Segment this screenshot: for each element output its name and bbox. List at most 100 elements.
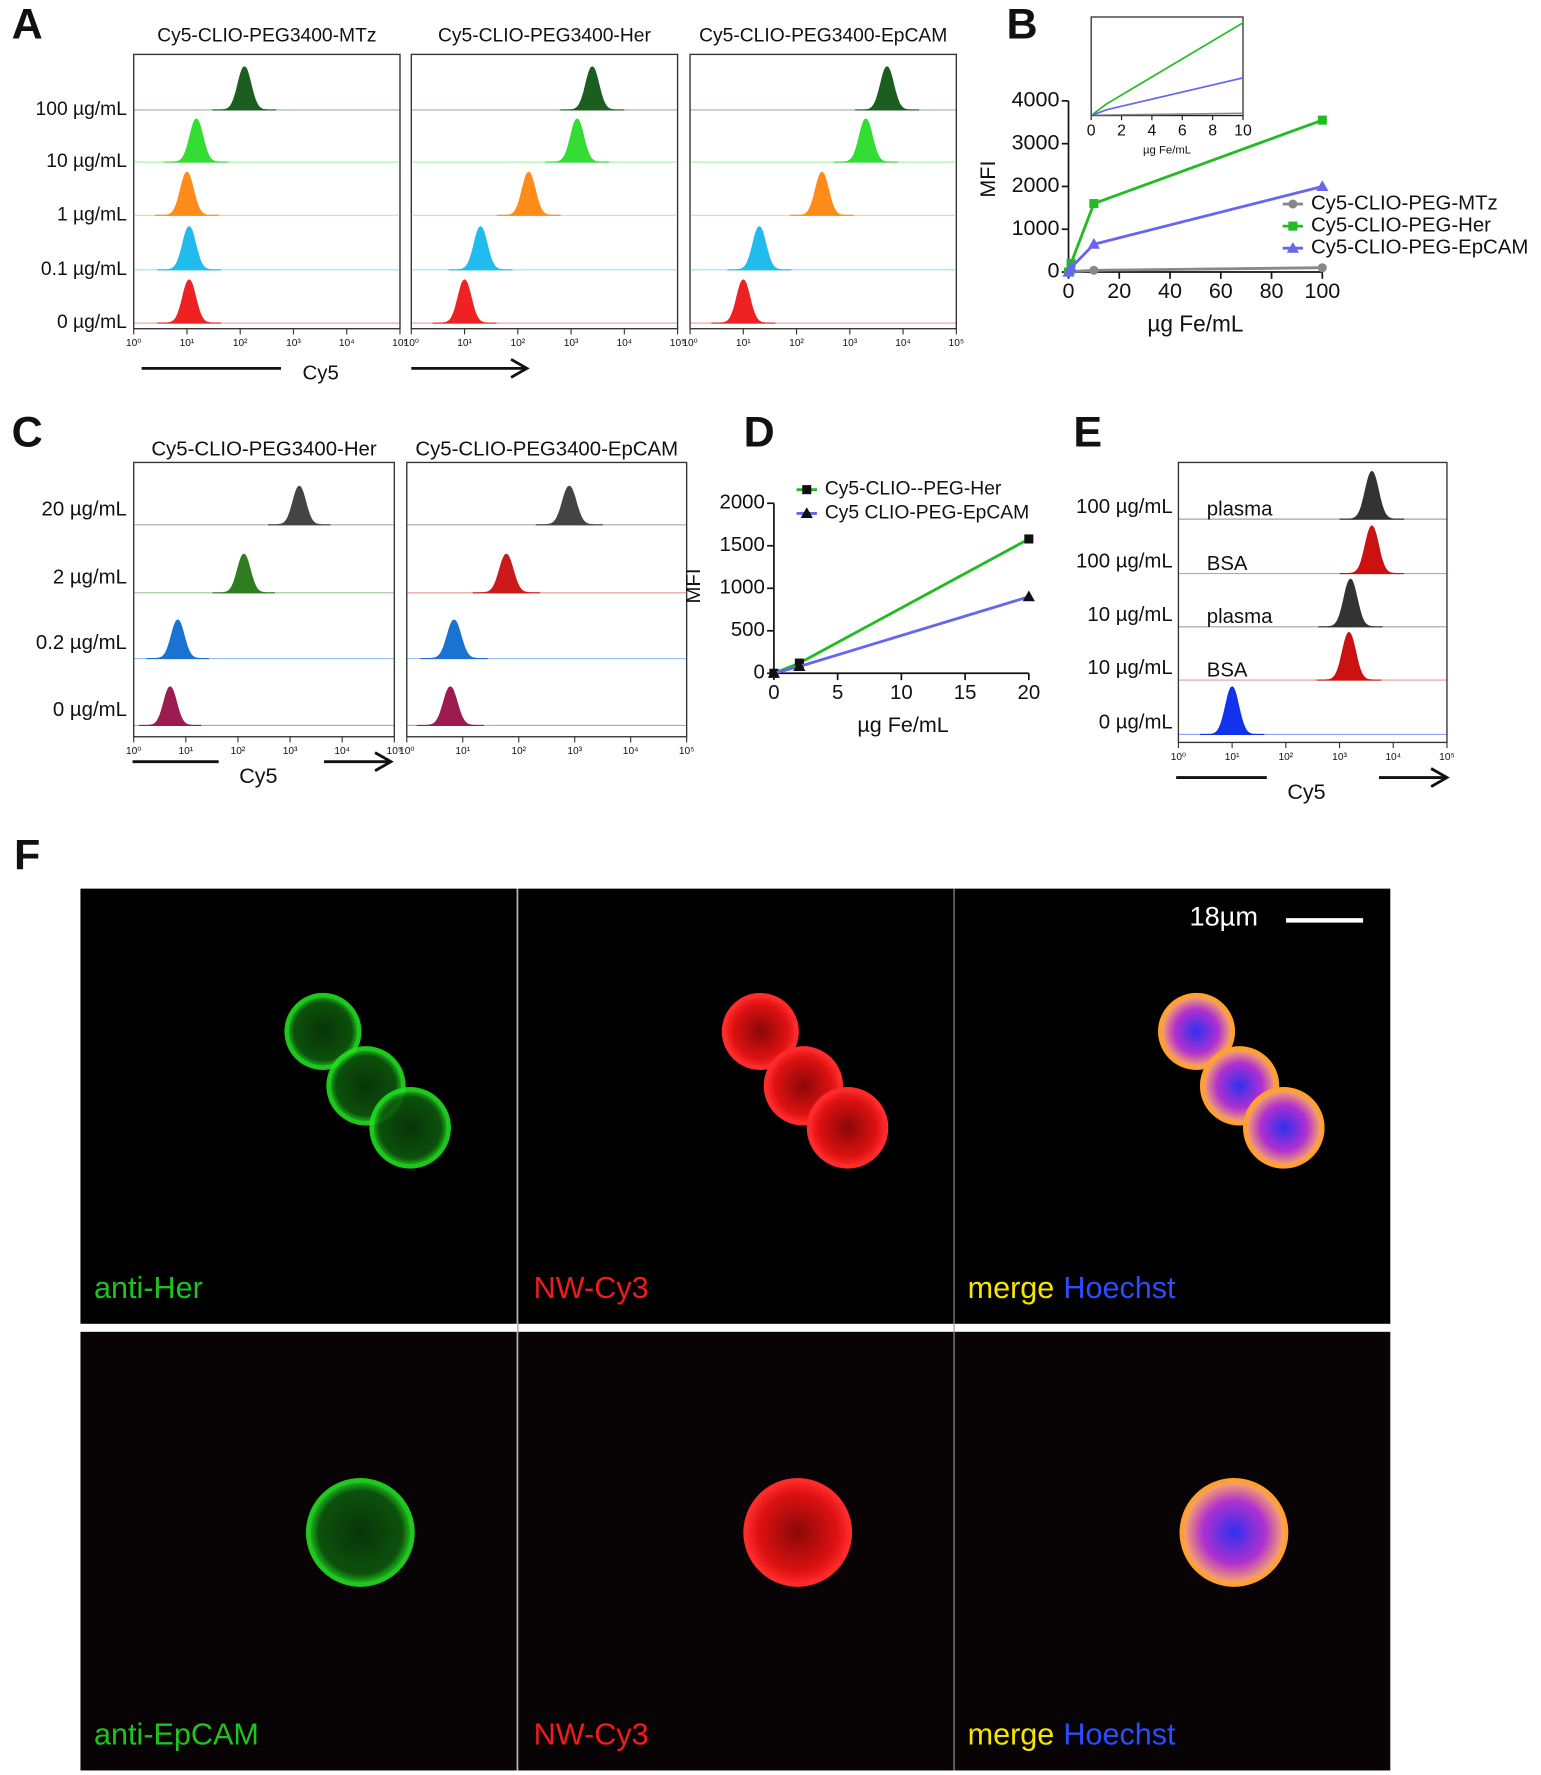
- x-tick-label: 20: [1107, 279, 1131, 303]
- marker: [1288, 199, 1298, 209]
- histogram: [448, 226, 513, 271]
- marker: [1064, 261, 1078, 273]
- row-label: 1 µg/mL: [57, 204, 127, 225]
- hoechst-label: Hoechst: [1063, 1271, 1176, 1305]
- x-tick-label: 15: [954, 682, 977, 704]
- x-tick-label: 10²: [1278, 752, 1293, 763]
- histogram: [212, 66, 277, 111]
- x-tick-label: 10³: [283, 746, 298, 757]
- panel-letter: A: [12, 1, 43, 49]
- x-tick-label: 10⁴: [895, 338, 911, 349]
- legend-label: Cy5-CLIO--PEG-Her: [825, 479, 1002, 500]
- micrograph: [517, 1331, 955, 1771]
- x-tick-label: 20: [1018, 682, 1041, 704]
- x-axis-label: µg Fe/mL: [857, 713, 948, 737]
- channel-label: anti-Her: [94, 1271, 203, 1305]
- row-annotation: BSA: [1207, 553, 1248, 575]
- arrow-head: [510, 358, 530, 379]
- x-tick-label: 0: [768, 682, 779, 704]
- y-tick-label: 0: [753, 662, 764, 684]
- x-tick-label: 10³: [286, 338, 301, 349]
- y-tick-label: 0: [1047, 259, 1059, 283]
- histogram: [157, 279, 222, 324]
- x-tick-label: 10⁴: [339, 338, 355, 349]
- panel-letter: D: [744, 409, 775, 457]
- x-tick-label: 10⁰: [126, 338, 141, 349]
- subplot-title: Cy5-CLIO-PEG3400-MTz: [157, 25, 376, 46]
- histogram: [535, 485, 603, 526]
- y-axis-label: MFI: [683, 568, 705, 603]
- series-line: [1091, 77, 1243, 116]
- cell: [721, 992, 799, 1070]
- x-tick-label: 10¹: [1225, 752, 1240, 763]
- marker: [1089, 265, 1099, 275]
- x-tick-label: 10²: [789, 338, 804, 349]
- x-tick-label: 10²: [233, 338, 248, 349]
- histogram: [789, 171, 854, 216]
- legend-label: Cy5-CLIO-PEG-Her: [1311, 215, 1491, 237]
- histogram: [146, 619, 210, 660]
- inset-x-tick-label: 8: [1208, 123, 1217, 140]
- subplot-title: Cy5-CLIO-PEG3400-EpCAM: [699, 25, 947, 46]
- arrow-head: [374, 751, 394, 772]
- y-tick-label: 3000: [1012, 130, 1060, 154]
- row-label: 100 µg/mL: [1076, 496, 1173, 518]
- row-label: 0.2 µg/mL: [36, 632, 127, 654]
- histogram: [157, 226, 222, 271]
- x-tick-label: 10⁰: [1171, 752, 1186, 763]
- subplot-title: Cy5-CLIO-PEG3400-EpCAM: [415, 438, 678, 460]
- x-tick-label: 10⁴: [623, 746, 639, 757]
- row-label: 0 µg/mL: [57, 312, 127, 333]
- histogram: [420, 619, 488, 660]
- y-tick-label: 4000: [1012, 88, 1060, 112]
- row-label: 2 µg/mL: [53, 566, 127, 588]
- y-tick-label: 2000: [720, 492, 765, 514]
- x-axis-label: µg Fe/mL: [1147, 310, 1243, 336]
- legend-label: Cy5-CLIO-PEG-MTz: [1311, 192, 1498, 214]
- inset-x-tick-label: 0: [1087, 123, 1096, 140]
- histogram: [155, 171, 219, 216]
- histogram: [212, 553, 276, 594]
- x-tick-label: 40: [1158, 279, 1182, 303]
- row-label: 0.1 µg/mL: [41, 259, 127, 280]
- panel-letter: B: [1007, 1, 1038, 49]
- row-annotation: plasma: [1207, 498, 1273, 520]
- row-label: 10 µg/mL: [46, 151, 127, 172]
- cell: [369, 1086, 451, 1169]
- inset-x-tick-label: 2: [1117, 123, 1126, 140]
- plot-frame: [410, 53, 679, 330]
- row-label: 0 µg/mL: [1099, 712, 1173, 734]
- x-tick-label: 10¹: [455, 746, 470, 757]
- plot-frame: [133, 53, 401, 330]
- micrograph: [954, 1331, 1391, 1771]
- marker: [800, 507, 813, 518]
- cell: [806, 1086, 889, 1169]
- y-tick-label: 1500: [720, 534, 765, 556]
- histogram: [727, 226, 792, 271]
- x-tick-label: 10³: [842, 338, 857, 349]
- legend-label: Cy5-CLIO-PEG-EpCAM: [1311, 237, 1528, 259]
- x-tick-label: 0: [1063, 279, 1075, 303]
- channel-label: NW-Cy3: [534, 1271, 649, 1305]
- x-tick-label: 80: [1260, 279, 1284, 303]
- channel-label: merge Hoechst: [968, 1718, 1176, 1752]
- histogram: [432, 279, 497, 324]
- histogram: [1199, 686, 1265, 736]
- row-label: 100 µg/mL: [36, 99, 128, 120]
- row-annotation: BSA: [1207, 659, 1248, 681]
- x-axis-label: Cy5: [303, 362, 339, 384]
- scale-bar-label: 18µm: [1189, 900, 1258, 931]
- x-tick-label: 10⁰: [399, 746, 414, 757]
- marker: [1022, 590, 1035, 602]
- histogram: [545, 118, 610, 163]
- y-axis-label: MFI: [976, 161, 1000, 198]
- x-tick-label: 10²: [510, 338, 525, 349]
- row-label: 100 µg/mL: [1076, 551, 1173, 573]
- inset-x-tick-label: 4: [1147, 123, 1156, 140]
- x-tick-label: 100: [1304, 279, 1340, 303]
- plot-frame: [689, 53, 958, 330]
- cell: [284, 992, 362, 1070]
- x-tick-label: 10¹: [457, 338, 472, 349]
- marker: [767, 667, 780, 678]
- x-axis-label: Cy5: [239, 764, 277, 788]
